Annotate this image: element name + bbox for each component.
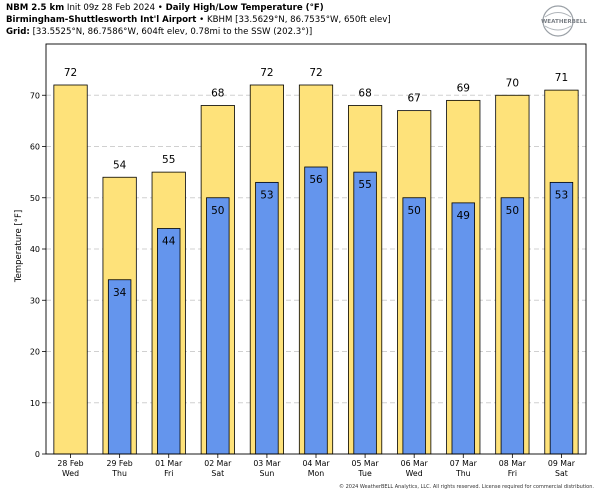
x-tick-label-date: 07 Mar — [450, 459, 478, 468]
high-bar — [53, 84, 88, 455]
copyright-notice: © 2024 WeatherBELL Analytics, LLC. All r… — [339, 484, 594, 490]
x-tick-label-date: 28 Feb — [57, 459, 83, 468]
chart-header: NBM 2.5 km Init 09z 28 Feb 2024 • Daily … — [6, 2, 526, 38]
header-line-2: Birmingham-Shuttlesworth Int'l Airport •… — [6, 14, 526, 26]
y-tick-label: 30 — [30, 296, 40, 305]
high-value-label: 72 — [309, 67, 322, 79]
low-bar — [549, 181, 574, 455]
weatherbell-logo: WEATHERBELL — [541, 5, 587, 37]
x-tick-label-date: 02 Mar — [204, 459, 232, 468]
data-labels: 72 54 34 55 44 68 50 72 53 72 56 68 55 67 50 69 49 70 50 71… — [64, 67, 568, 299]
high-value-label: 72 — [260, 67, 273, 79]
low-value-label: 53 — [555, 189, 568, 201]
x-tick-label-day: Thu — [111, 469, 127, 478]
x-tick-label-date: 06 Mar — [401, 459, 429, 468]
header-line-1: NBM 2.5 km Init 09z 28 Feb 2024 • Daily … — [6, 2, 526, 14]
x-tick-label-date: 03 Mar — [253, 459, 281, 468]
x-tick-label-date: 08 Mar — [499, 459, 527, 468]
low-value-label: 56 — [309, 174, 323, 186]
low-bar — [304, 166, 328, 455]
low-value-label: 34 — [113, 287, 127, 299]
low-bar — [157, 228, 181, 455]
low-bar — [402, 197, 426, 455]
y-tick-label: 20 — [30, 348, 40, 357]
grid-detail: [33.5525°N, 86.7586°W, 604ft elev, 0.78m… — [32, 27, 313, 37]
x-tick-label-day: Thu — [455, 469, 471, 478]
header-separator: • — [199, 15, 205, 25]
x-tick-label-date: 09 Mar — [548, 459, 576, 468]
y-tick-label: 40 — [30, 245, 40, 254]
logo-text: WEATHERBELL — [541, 19, 587, 25]
x-tick-label-day: Fri — [508, 469, 517, 478]
high-value-label: 71 — [555, 72, 568, 84]
low-value-label: 50 — [211, 205, 224, 217]
bars — [53, 84, 579, 455]
x-tick-label-date: 05 Mar — [352, 459, 380, 468]
low-value-label: 55 — [358, 179, 371, 191]
high-value-label: 70 — [506, 77, 519, 89]
x-tick-label-day: Tue — [357, 469, 372, 478]
high-value-label: 68 — [358, 88, 371, 100]
x-tick-label-date: 04 Mar — [302, 459, 330, 468]
x-tick-label-date: 29 Feb — [107, 459, 133, 468]
low-value-label: 50 — [407, 205, 420, 217]
high-value-label: 68 — [211, 88, 224, 100]
high-value-label: 72 — [64, 67, 77, 79]
high-value-label: 54 — [113, 159, 127, 171]
low-bar — [107, 279, 132, 455]
low-bar — [206, 197, 230, 455]
chart-title: Daily High/Low Temperature (°F) — [165, 3, 324, 13]
y-axis-label: Temperature [°F] — [14, 210, 24, 283]
y-tick-label: 0 — [35, 450, 40, 459]
y-tick-label: 60 — [30, 143, 40, 152]
y-tick-label: 50 — [30, 194, 40, 203]
station-name: Birmingham-Shuttlesworth Int'l Airport — [6, 15, 197, 25]
low-bar — [353, 171, 377, 455]
x-tick-label-day: Mon — [308, 469, 324, 478]
x-tick-label-day: Fri — [164, 469, 173, 478]
init-time: Init 09z 28 Feb 2024 — [66, 3, 156, 13]
high-value-label: 69 — [457, 82, 470, 94]
x-tick-label-day: Sat — [555, 469, 568, 478]
y-tick-label: 70 — [30, 91, 40, 100]
plot-frame — [45, 43, 587, 455]
station-detail: KBHM [33.5629°N, 86.7535°W, 650ft elev] — [206, 15, 391, 25]
header-line-3: Grid: [33.5525°N, 86.7586°W, 604ft elev,… — [6, 26, 526, 38]
low-value-label: 53 — [260, 189, 273, 201]
x-tick-label-day: Sun — [259, 469, 274, 478]
low-value-label: 49 — [457, 210, 470, 222]
high-value-label: 67 — [407, 93, 420, 105]
x-tick-label-day: Wed — [406, 469, 423, 478]
y-tick-label: 10 — [30, 399, 40, 408]
x-tick-label-day: Sat — [211, 469, 224, 478]
low-value-label: 50 — [506, 205, 519, 217]
low-bar — [451, 202, 475, 455]
low-value-label: 44 — [162, 236, 176, 248]
x-tick-label-date: 01 Mar — [155, 459, 183, 468]
high-value-label: 55 — [162, 154, 175, 166]
model-name: NBM 2.5 km — [6, 3, 65, 13]
header-separator: • — [157, 3, 163, 13]
grid-label: Grid: — [6, 27, 30, 37]
low-bar — [500, 197, 525, 455]
x-tick-label-day: Wed — [62, 469, 79, 478]
low-bar — [255, 181, 279, 455]
